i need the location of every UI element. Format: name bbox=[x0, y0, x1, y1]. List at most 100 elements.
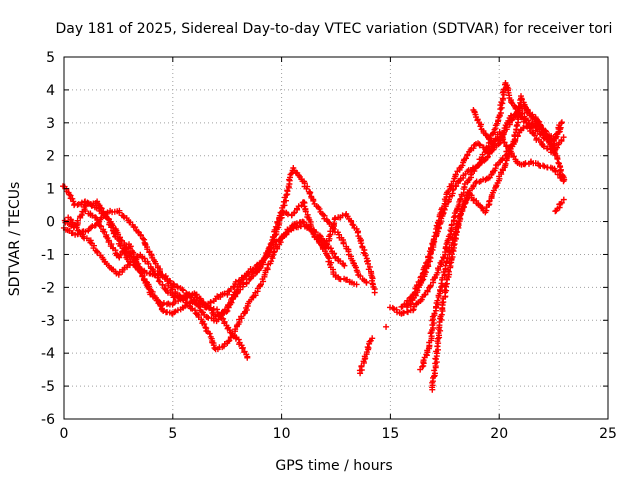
y-tick-label: 3 bbox=[46, 116, 55, 132]
data-point bbox=[273, 238, 280, 245]
data-point bbox=[371, 289, 378, 296]
y-tick-label: 2 bbox=[46, 149, 55, 165]
data-point bbox=[82, 228, 89, 235]
data-point bbox=[115, 271, 122, 278]
data-point bbox=[441, 287, 448, 294]
y-tick-label: 0 bbox=[46, 215, 55, 231]
data-point bbox=[518, 95, 524, 102]
data-point bbox=[223, 308, 230, 315]
data-points bbox=[60, 80, 568, 393]
data-point bbox=[452, 171, 459, 178]
data-point bbox=[179, 286, 186, 293]
data-point bbox=[362, 252, 369, 259]
data-point bbox=[558, 199, 565, 206]
data-point bbox=[132, 224, 139, 231]
data-point bbox=[558, 174, 565, 181]
data-point bbox=[259, 258, 266, 265]
data-point bbox=[477, 159, 484, 166]
data-point bbox=[238, 313, 245, 320]
data-point bbox=[110, 230, 117, 237]
x-axis-label: GPS time / hours bbox=[275, 458, 392, 474]
data-point bbox=[557, 124, 564, 131]
data-point bbox=[463, 155, 469, 162]
y-tick-label: 4 bbox=[46, 83, 55, 99]
data-point bbox=[272, 232, 278, 238]
y-tick-label: 1 bbox=[46, 182, 55, 198]
data-point bbox=[420, 357, 427, 364]
data-point bbox=[560, 178, 567, 185]
data-point bbox=[475, 162, 482, 169]
y-tick-label: -2 bbox=[41, 280, 55, 296]
series-track-14 bbox=[383, 323, 390, 330]
data-point bbox=[262, 253, 269, 260]
y-tick-label: 5 bbox=[46, 50, 55, 66]
data-point bbox=[489, 141, 496, 148]
data-point bbox=[432, 370, 438, 377]
data-point bbox=[558, 119, 565, 126]
data-point bbox=[445, 268, 452, 275]
data-point bbox=[419, 363, 426, 370]
data-point bbox=[353, 264, 359, 271]
series-track-8 bbox=[398, 80, 567, 310]
data-point bbox=[326, 255, 333, 262]
data-point bbox=[98, 223, 105, 230]
data-point bbox=[101, 228, 108, 235]
data-point bbox=[520, 124, 527, 131]
data-point bbox=[156, 298, 163, 305]
data-point bbox=[295, 203, 302, 210]
data-point bbox=[518, 96, 525, 103]
data-point bbox=[365, 260, 371, 267]
data-point bbox=[239, 345, 246, 352]
data-point bbox=[208, 307, 215, 314]
data-point bbox=[73, 224, 80, 231]
data-point bbox=[249, 294, 256, 301]
series-track-7 bbox=[387, 109, 568, 317]
data-point bbox=[100, 209, 107, 216]
data-point bbox=[448, 251, 455, 258]
data-point bbox=[460, 204, 467, 210]
data-point bbox=[244, 354, 251, 361]
data-point bbox=[139, 235, 146, 242]
data-point bbox=[358, 240, 365, 247]
data-point bbox=[506, 149, 513, 155]
data-point bbox=[224, 307, 231, 314]
x-tick-label: 15 bbox=[381, 426, 399, 442]
series-track-6 bbox=[356, 335, 376, 377]
plot-frame bbox=[63, 56, 609, 420]
y-tick-label: -5 bbox=[41, 379, 55, 395]
data-point bbox=[549, 145, 556, 151]
data-point bbox=[434, 297, 441, 304]
data-point bbox=[193, 294, 200, 301]
data-point bbox=[508, 99, 515, 105]
data-point bbox=[283, 197, 289, 204]
data-point bbox=[448, 221, 455, 228]
data-point bbox=[470, 145, 477, 152]
series-track-13 bbox=[552, 196, 567, 215]
data-point bbox=[364, 344, 371, 351]
data-point bbox=[97, 204, 104, 211]
y-tick-label: -4 bbox=[41, 346, 55, 362]
data-point bbox=[285, 227, 292, 234]
axis-ticks: 0 5 10 15 20 25 -6 -5 -4 -3 -2 -1 0 1 2 3 4 5 bbox=[41, 50, 617, 442]
data-point bbox=[82, 208, 89, 214]
data-point bbox=[477, 123, 484, 130]
data-point bbox=[327, 245, 334, 252]
data-point bbox=[444, 254, 451, 261]
data-point bbox=[450, 242, 457, 249]
x-tick-label: 10 bbox=[273, 426, 291, 442]
data-point bbox=[169, 286, 176, 293]
data-point bbox=[207, 299, 214, 305]
data-point bbox=[557, 168, 564, 175]
data-point bbox=[414, 287, 421, 294]
data-point bbox=[541, 163, 548, 170]
data-point bbox=[485, 149, 492, 156]
data-point bbox=[283, 192, 290, 199]
data-point bbox=[499, 95, 506, 102]
data-point bbox=[476, 142, 483, 149]
data-point bbox=[554, 156, 561, 163]
data-point bbox=[341, 262, 348, 269]
data-point bbox=[138, 232, 144, 239]
y-tick-label: -3 bbox=[41, 313, 55, 329]
data-point bbox=[272, 241, 279, 248]
data-point bbox=[510, 115, 517, 122]
